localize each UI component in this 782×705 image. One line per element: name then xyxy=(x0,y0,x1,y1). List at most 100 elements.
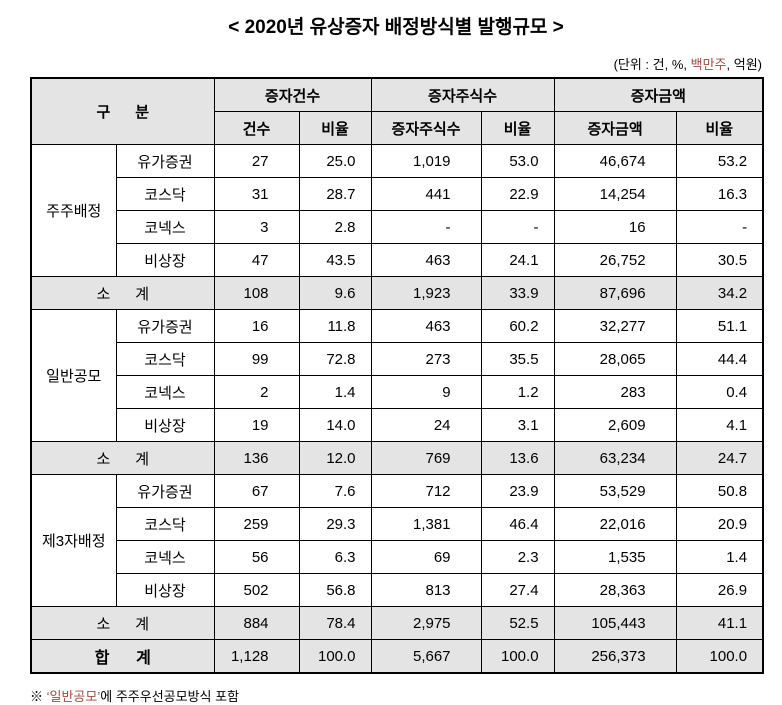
subtotal-row: 소 계 136 12.0 769 13.6 63,234 24.7 xyxy=(30,441,764,475)
header-row-groups: 구 분 증자건수 증자주식수 증자금액 xyxy=(30,77,764,145)
value-cell: 100.0 xyxy=(675,639,764,674)
value-cell: 33.9 xyxy=(480,276,555,310)
market-cell: 비상장 xyxy=(115,243,215,277)
subtotal-row: 소 계 884 78.4 2,975 52.5 105,443 41.1 xyxy=(30,606,764,640)
value-cell: 463 xyxy=(370,243,482,277)
value-cell: 2,975 xyxy=(370,606,482,640)
footnote-highlight: ‘일반공모’ xyxy=(46,689,101,704)
value-cell: 7.6 xyxy=(298,474,372,508)
value-cell: 108 xyxy=(213,276,300,310)
value-cell: 2.3 xyxy=(480,540,555,574)
value-cell: 63,234 xyxy=(553,441,677,475)
data-row: 코스닥 259 29.3 1,381 46.4 22,016 20.9 xyxy=(31,507,764,541)
value-cell: 44.4 xyxy=(675,342,764,376)
value-cell: 283 xyxy=(553,375,677,409)
units-note-suffix: , 억원) xyxy=(726,57,762,72)
value-cell: 441 xyxy=(370,177,482,211)
category-cell: 제3자배정 xyxy=(30,474,117,607)
value-cell: 53.0 xyxy=(480,144,555,178)
value-cell: 1.4 xyxy=(675,540,764,574)
value-cell: 28,065 xyxy=(553,342,677,376)
value-cell: 28.7 xyxy=(298,177,372,211)
header-amount-ratio: 비율 xyxy=(675,111,764,145)
value-cell: 26,752 xyxy=(553,243,677,277)
value-cell: 41.1 xyxy=(675,606,764,640)
value-cell: 56 xyxy=(213,540,300,574)
value-cell: 27.4 xyxy=(480,573,555,607)
value-cell: 1,381 xyxy=(370,507,482,541)
value-cell: 24.1 xyxy=(480,243,555,277)
value-cell: 502 xyxy=(213,573,300,607)
value-cell: 78.4 xyxy=(298,606,372,640)
value-cell: 31 xyxy=(213,177,300,211)
value-cell: 884 xyxy=(213,606,300,640)
value-cell: 47 xyxy=(213,243,300,277)
value-cell: 0.4 xyxy=(675,375,764,409)
value-cell: 712 xyxy=(370,474,482,508)
units-note-prefix: (단위 : 건, %, xyxy=(613,57,691,72)
subtotal-label: 소 계 xyxy=(30,606,215,640)
value-cell: 273 xyxy=(370,342,482,376)
data-row: 코스닥 31 28.7 441 22.9 14,254 16.3 xyxy=(31,177,764,211)
header-count-ratio: 비율 xyxy=(298,111,372,145)
market-cell: 코스닥 xyxy=(115,507,215,541)
value-cell: 67 xyxy=(213,474,300,508)
value-cell: 259 xyxy=(213,507,300,541)
value-cell: - xyxy=(370,210,482,244)
category-cell: 일반공모 xyxy=(30,309,117,442)
value-cell: 2,609 xyxy=(553,408,677,442)
value-cell: 51.1 xyxy=(675,309,764,343)
value-cell: 53.2 xyxy=(675,144,764,178)
value-cell: 25.0 xyxy=(298,144,372,178)
value-cell: 1.4 xyxy=(298,375,372,409)
value-cell: 2.8 xyxy=(298,210,372,244)
data-row: 비상장 47 43.5 463 24.1 26,752 30.5 xyxy=(31,243,764,277)
total-row: 합 계 1,128 100.0 5,667 100.0 256,373 100.0 xyxy=(30,639,764,674)
value-cell: 256,373 xyxy=(553,639,677,674)
value-cell: 28,363 xyxy=(553,573,677,607)
value-cell: 20.9 xyxy=(675,507,764,541)
header-group-amount: 증자금액 xyxy=(553,77,764,112)
market-cell: 유가증권 xyxy=(115,309,215,343)
units-note: (단위 : 건, %, 백만주, 억원) xyxy=(30,54,762,73)
value-cell: 16.3 xyxy=(675,177,764,211)
subtotal-label: 소 계 xyxy=(30,441,215,475)
value-cell: 4.1 xyxy=(675,408,764,442)
value-cell: 35.5 xyxy=(480,342,555,376)
market-cell: 코스닥 xyxy=(115,342,215,376)
market-cell: 유가증권 xyxy=(115,144,215,178)
value-cell: 72.8 xyxy=(298,342,372,376)
value-cell: 1,128 xyxy=(213,639,300,674)
value-cell: 30.5 xyxy=(675,243,764,277)
value-cell: 16 xyxy=(553,210,677,244)
data-row: 코넥스 2 1.4 9 1.2 283 0.4 xyxy=(31,375,764,409)
market-cell: 비상장 xyxy=(115,573,215,607)
data-row: 코넥스 56 6.3 69 2.3 1,535 1.4 xyxy=(31,540,764,574)
value-cell: 14.0 xyxy=(298,408,372,442)
value-cell: 2 xyxy=(213,375,300,409)
value-cell: 769 xyxy=(370,441,482,475)
value-cell: 1,535 xyxy=(553,540,677,574)
value-cell: 5,667 xyxy=(370,639,482,674)
units-note-highlight: 백만주 xyxy=(690,57,727,72)
data-row: 일반공모 유가증권 16 11.8 463 60.2 32,277 51.1 xyxy=(30,309,764,442)
value-cell: 29.3 xyxy=(298,507,372,541)
data-row: 제3자배정 유가증권 67 7.6 712 23.9 53,529 50.8 xyxy=(30,474,764,607)
value-cell: 52.5 xyxy=(480,606,555,640)
value-cell: 53,529 xyxy=(553,474,677,508)
value-cell: 100.0 xyxy=(480,639,555,674)
market-cell: 비상장 xyxy=(115,408,215,442)
value-cell: 105,443 xyxy=(553,606,677,640)
header-shares-ratio: 비율 xyxy=(480,111,555,145)
value-cell: 60.2 xyxy=(480,309,555,343)
data-row: 비상장 19 14.0 24 3.1 2,609 4.1 xyxy=(31,408,764,442)
category-cell: 주주배정 xyxy=(30,144,117,277)
value-cell: 100.0 xyxy=(298,639,372,674)
value-cell: - xyxy=(480,210,555,244)
value-cell: - xyxy=(675,210,764,244)
subtotal-row: 소 계 108 9.6 1,923 33.9 87,696 34.2 xyxy=(30,276,764,310)
value-cell: 14,254 xyxy=(553,177,677,211)
value-cell: 1,923 xyxy=(370,276,482,310)
value-cell: 22.9 xyxy=(480,177,555,211)
